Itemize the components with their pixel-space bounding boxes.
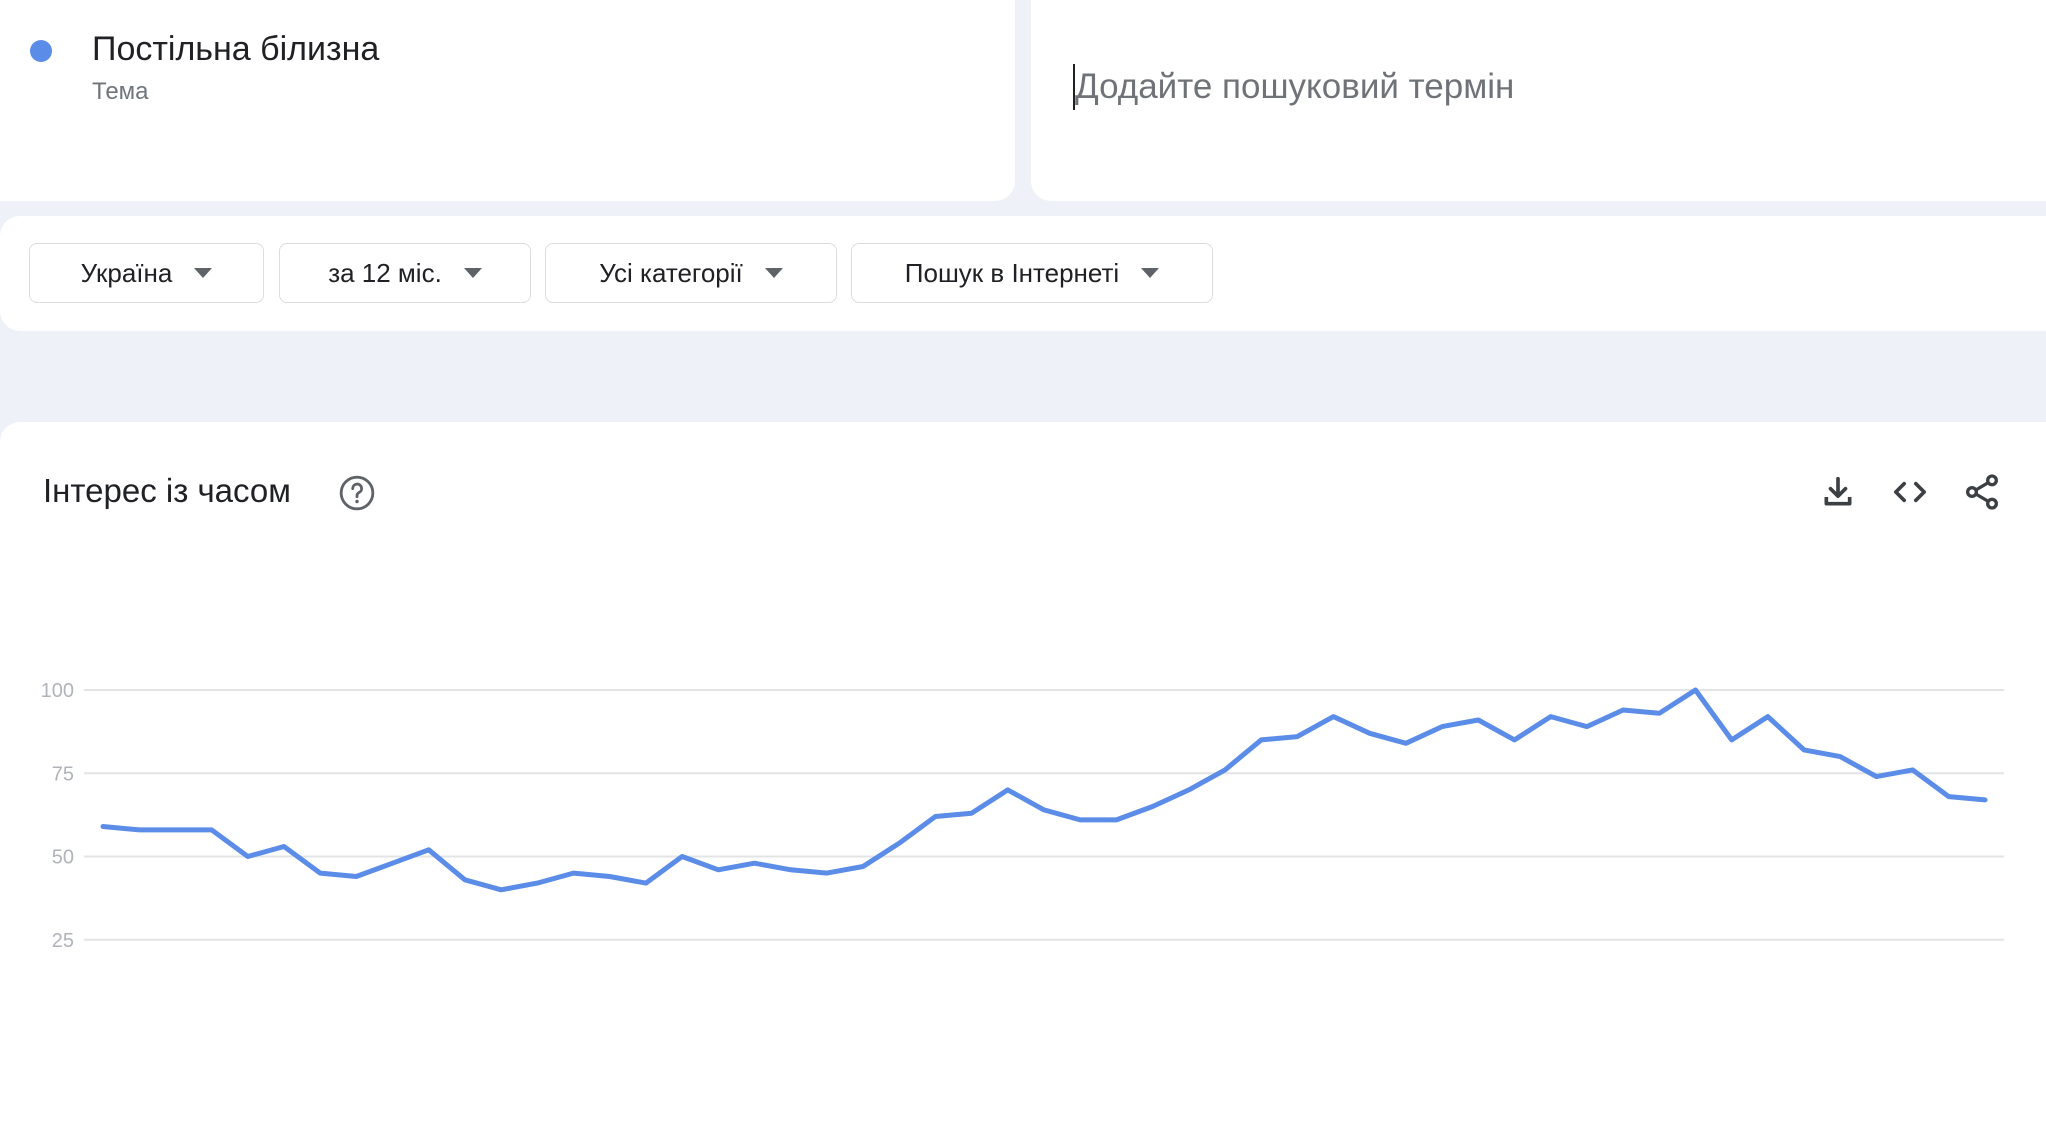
term-color-dot [30,40,52,62]
add-term-input[interactable] [1075,62,1975,112]
region-filter-dropdown[interactable]: Україна [29,243,264,303]
term-type: Тема [92,78,149,105]
text-caret [1073,64,1075,110]
time-range-filter-label: за 12 міс. [328,257,442,288]
time-range-filter-dropdown[interactable]: за 12 міс. [279,243,531,303]
chart-title: Інтерес із часом [43,472,291,509]
category-filter-dropdown[interactable]: Усі категорії [545,243,837,303]
interest-over-time-card: Інтерес із часом 25507510018 лют. 2024…1… [0,422,2046,1122]
y-tick-label: 75 [52,763,74,785]
search-term-card[interactable]: Постільна білизна Тема [0,0,1015,201]
term-name[interactable]: Постільна білизна [92,30,380,68]
y-tick-label: 25 [52,930,74,952]
search-type-filter-label: Пошук в Інтернеті [904,257,1120,288]
help-icon[interactable] [338,474,376,512]
add-term-card[interactable] [1031,0,2046,201]
chevron-down-icon [1141,268,1160,278]
interest-line-chart: 25507510018 лют. 2024…16 черв. 2024 р.13… [41,680,2004,952]
search-type-filter-dropdown[interactable]: Пошук в Інтернеті [851,243,1213,303]
chevron-down-icon [194,268,213,278]
y-tick-label: 100 [41,680,74,702]
category-filter-label: Усі категорії [599,257,743,288]
region-filter-label: Україна [80,257,173,288]
share-icon[interactable] [1962,472,2002,512]
chevron-down-icon [764,268,783,278]
embed-icon[interactable] [1890,472,1930,512]
series-line[interactable] [100,687,1988,893]
download-icon[interactable] [1818,472,1858,512]
chevron-down-icon [463,268,482,278]
y-tick-label: 50 [52,847,74,869]
filter-bar: Україна за 12 міс. Усі категорії Пошук в… [0,216,2046,331]
